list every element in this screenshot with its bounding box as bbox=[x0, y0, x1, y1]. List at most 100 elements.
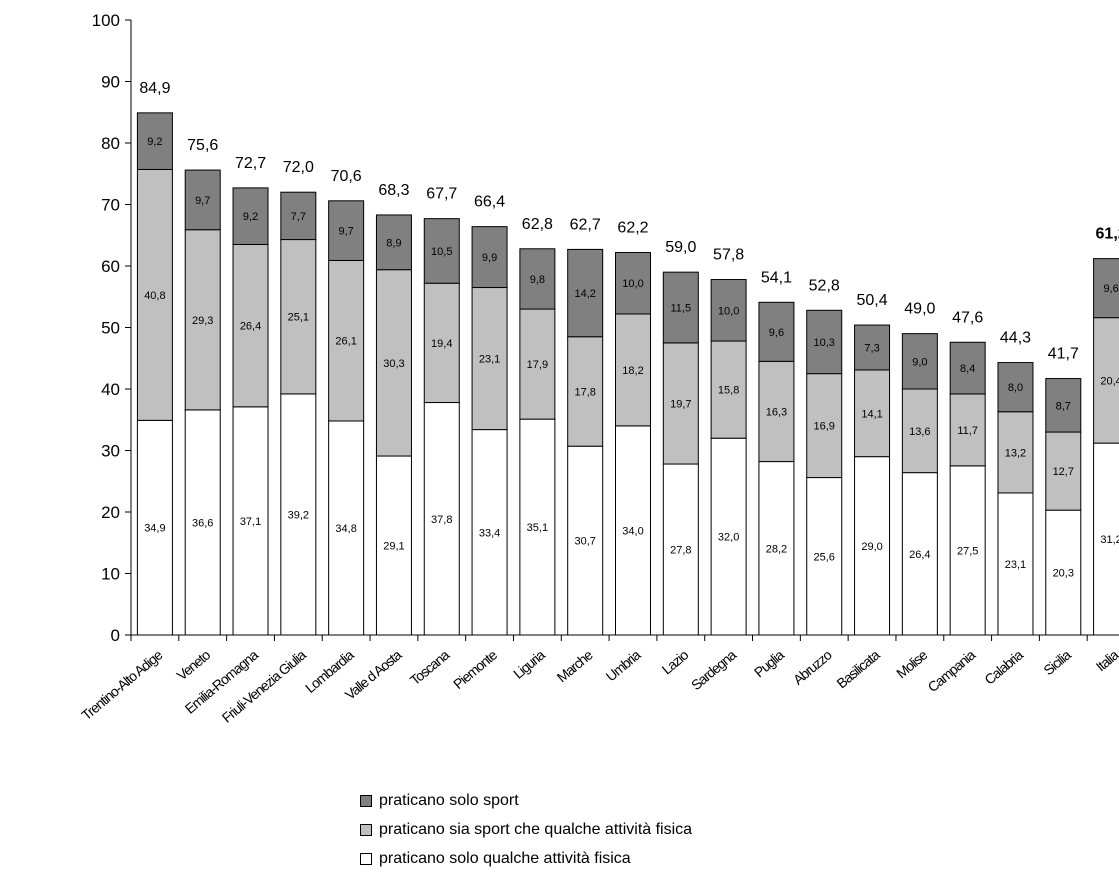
total-value-label: 70,6 bbox=[331, 168, 362, 185]
segment-value-label: 25,6 bbox=[814, 551, 835, 563]
segment-value-label: 9,9 bbox=[482, 252, 497, 264]
bar-segment bbox=[806, 373, 843, 479]
bar-segment bbox=[901, 472, 938, 636]
bar-segment bbox=[375, 455, 412, 636]
segment-value-label: 11,5 bbox=[671, 303, 692, 315]
bar-segment bbox=[423, 218, 460, 284]
total-value-label: 61,2 bbox=[1096, 226, 1119, 243]
bar-segment bbox=[232, 187, 269, 245]
segment-value-label: 31,2 bbox=[1100, 534, 1119, 546]
bar-segment bbox=[567, 336, 604, 447]
segment-value-label: 8,4 bbox=[960, 363, 975, 375]
x-category-label: Liguria bbox=[510, 646, 548, 682]
y-tick-label: 20 bbox=[101, 503, 120, 522]
segment-value-label: 16,9 bbox=[814, 421, 835, 433]
total-value-label: 59,0 bbox=[665, 239, 696, 256]
segment-value-label: 18,2 bbox=[622, 365, 643, 377]
segment-value-label: 10,0 bbox=[622, 278, 643, 290]
bar-segment bbox=[232, 243, 269, 408]
segment-value-label: 13,6 bbox=[909, 426, 930, 438]
segment-value-label: 40,8 bbox=[144, 290, 165, 302]
segment-value-label: 27,8 bbox=[670, 545, 691, 557]
total-value-label: 62,7 bbox=[570, 216, 601, 233]
segment-value-label: 37,1 bbox=[240, 516, 261, 528]
legend-label: praticano solo qualche attività fisica bbox=[379, 849, 631, 867]
segment-value-label: 9,6 bbox=[1103, 283, 1118, 295]
segment-value-label: 11,7 bbox=[957, 425, 978, 437]
bar-segment bbox=[184, 229, 221, 411]
bar-segment bbox=[471, 226, 508, 289]
total-value-label: 75,6 bbox=[187, 137, 218, 154]
x-category-label: Toscana bbox=[407, 646, 453, 688]
segment-value-label: 9,6 bbox=[769, 327, 784, 339]
total-value-label: 84,9 bbox=[139, 80, 170, 97]
legend-swatch bbox=[360, 852, 372, 865]
total-value-label: 72,7 bbox=[235, 155, 266, 172]
segment-value-label: 10,3 bbox=[814, 337, 835, 349]
segment-value-label: 30,7 bbox=[574, 536, 595, 548]
segment-value-label: 33,4 bbox=[479, 527, 500, 539]
bar-segment bbox=[758, 360, 795, 463]
x-category-label: Marche bbox=[554, 646, 596, 685]
segment-value-label: 20,3 bbox=[1053, 568, 1074, 580]
bar-segment bbox=[136, 419, 173, 636]
legend-item: praticano sia sport che qualche attività… bbox=[360, 815, 960, 844]
bar-segment bbox=[901, 333, 938, 390]
segment-value-label: 7,3 bbox=[864, 342, 879, 354]
segment-value-label: 30,3 bbox=[383, 358, 404, 370]
legend-label: praticano solo sport bbox=[379, 791, 519, 809]
x-axis: Trentino-Alto Adige VenetoEmilia-RomagnaF… bbox=[78, 634, 1119, 726]
bar-segment bbox=[280, 191, 317, 241]
segment-value-label: 20,4 bbox=[1100, 375, 1119, 387]
y-tick-label: 60 bbox=[101, 257, 120, 276]
bar-segment bbox=[854, 324, 891, 371]
x-category-label: Molise bbox=[893, 646, 931, 681]
bar-segment bbox=[519, 418, 556, 636]
bar-segment bbox=[567, 445, 604, 636]
segment-value-label: 9,2 bbox=[243, 211, 258, 223]
total-value-label: 72,0 bbox=[283, 159, 314, 176]
total-value-label: 54,1 bbox=[761, 269, 792, 286]
total-value-label: 66,4 bbox=[474, 194, 505, 211]
legend-item: praticano solo qualche attività fisica bbox=[360, 844, 960, 873]
x-category-label: Sicilia bbox=[1040, 646, 1074, 678]
bar-segment bbox=[854, 369, 891, 458]
segment-value-label: 10,0 bbox=[718, 305, 739, 317]
segment-value-label: 29,0 bbox=[861, 541, 882, 553]
y-tick-label: 90 bbox=[101, 73, 120, 92]
segment-value-label: 37,8 bbox=[431, 514, 452, 526]
segment-value-label: 10,5 bbox=[431, 246, 452, 258]
bar-segment bbox=[280, 393, 317, 636]
bar-segment bbox=[710, 279, 747, 342]
bar-segment bbox=[949, 465, 986, 636]
bar-segment bbox=[949, 393, 986, 467]
segment-value-label: 28,2 bbox=[766, 543, 787, 555]
segment-value-label: 8,7 bbox=[1056, 400, 1071, 412]
bar-segment bbox=[1045, 378, 1082, 433]
bar-segment bbox=[1093, 317, 1119, 444]
segment-value-label: 15,8 bbox=[718, 385, 739, 397]
bar-segment bbox=[710, 437, 747, 636]
bar-segment bbox=[471, 429, 508, 636]
segment-value-label: 29,1 bbox=[383, 541, 404, 553]
x-category-label: Trentino-Alto Adige bbox=[78, 646, 165, 723]
y-tick-label: 30 bbox=[101, 442, 120, 461]
y-axis: 0 10 20 30 40 50 60 70 80 90 100 bbox=[92, 11, 132, 645]
y-tick-label: 50 bbox=[101, 319, 120, 338]
segment-value-label: 34,0 bbox=[622, 525, 643, 537]
segment-labels: 34,9 40,8 9,2 36,6 29,3 9,7 37,1 26,4 9,2 39,2 25,… bbox=[144, 136, 1119, 579]
segment-value-label: 29,3 bbox=[192, 315, 213, 327]
segment-value-label: 14,1 bbox=[861, 408, 882, 420]
segment-value-label: 23,1 bbox=[1005, 559, 1026, 571]
bar-segment bbox=[519, 248, 556, 310]
segment-value-label: 27,5 bbox=[957, 545, 978, 557]
segment-value-label: 26,1 bbox=[335, 336, 356, 348]
bar-segment bbox=[615, 313, 651, 427]
total-value-label: 41,7 bbox=[1048, 346, 1079, 363]
bar-segment bbox=[1093, 442, 1119, 636]
segment-value-label: 23,1 bbox=[479, 354, 500, 366]
total-value-label: 50,4 bbox=[856, 292, 887, 309]
segment-value-label: 16,3 bbox=[766, 406, 787, 418]
bar-segment bbox=[997, 362, 1034, 413]
